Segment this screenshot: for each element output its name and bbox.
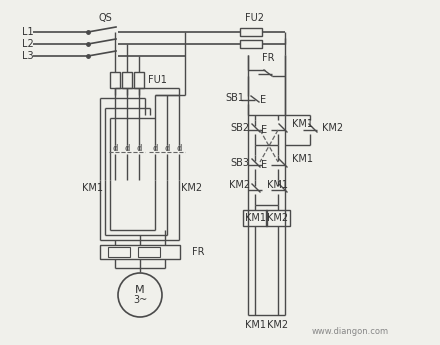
Text: SB3: SB3 (231, 158, 249, 168)
Bar (122, 72, 132, 88)
Text: FU2: FU2 (246, 13, 264, 23)
Text: d: d (152, 144, 158, 152)
Text: KM2: KM2 (322, 123, 343, 133)
Text: E: E (261, 160, 267, 170)
Text: E: E (261, 125, 267, 135)
Text: KM2: KM2 (181, 183, 202, 193)
Text: KM1: KM1 (81, 183, 103, 193)
Text: M: M (135, 285, 145, 295)
Text: L2: L2 (22, 39, 34, 49)
Text: d: d (164, 144, 170, 152)
Bar (240, 28, 262, 36)
Bar (243, 210, 267, 226)
Text: KM1: KM1 (292, 119, 313, 129)
Bar (138, 247, 160, 257)
Bar (110, 72, 120, 88)
Bar (240, 40, 262, 48)
Text: www.diangon.com: www.diangon.com (312, 327, 389, 336)
Text: FR: FR (192, 247, 205, 257)
Text: L1: L1 (22, 27, 33, 37)
Bar (100, 245, 180, 259)
Text: KM1: KM1 (292, 154, 313, 164)
Text: d: d (176, 144, 182, 152)
Text: KM2: KM2 (268, 213, 289, 223)
Text: FR: FR (262, 53, 274, 63)
Text: L3: L3 (22, 51, 33, 61)
Text: d: d (112, 144, 117, 152)
Text: KM1: KM1 (245, 213, 265, 223)
Text: 3~: 3~ (133, 295, 147, 305)
Text: E: E (260, 95, 266, 105)
Text: SB1: SB1 (225, 93, 245, 103)
Text: SB2: SB2 (231, 123, 249, 133)
Text: d: d (125, 144, 130, 152)
Bar (266, 210, 290, 226)
Text: KM2: KM2 (229, 180, 250, 190)
Text: d: d (136, 144, 142, 152)
Text: KM1: KM1 (245, 320, 265, 330)
Text: QS: QS (98, 13, 112, 23)
Text: KM2: KM2 (268, 320, 289, 330)
Text: FU1: FU1 (148, 75, 167, 85)
Bar (108, 247, 130, 257)
Text: KM1: KM1 (268, 180, 289, 190)
Bar (134, 72, 144, 88)
